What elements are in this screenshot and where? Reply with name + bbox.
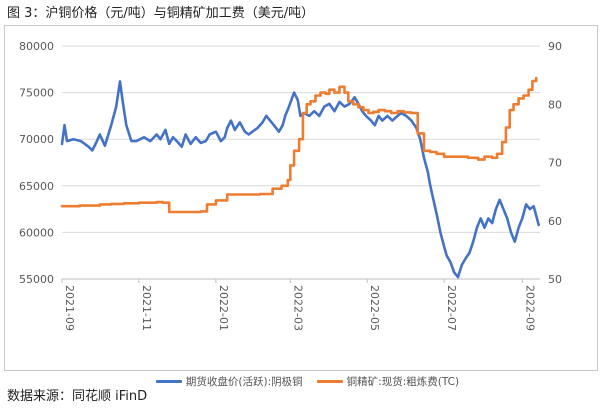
chart-frame: 80000 75000 70000 65000 60000 55000 90 80 70 60 5…: [4, 25, 598, 388]
left-tick-label: 80000: [19, 40, 54, 53]
right-tick-label: 60: [548, 215, 562, 228]
right-tick-label: 80: [548, 98, 562, 111]
x-tick-label: 2021-09: [63, 285, 76, 331]
left-tick-label: 75000: [19, 87, 54, 100]
legend-item-tc: 铜精矿:现货:粗炼费(TC): [316, 374, 460, 389]
figure-title: 图 3：沪铜价格（元/吨）与铜精矿加工费（美元/吨）: [7, 6, 315, 21]
legend-label-tc: 铜精矿:现货:粗炼费(TC): [346, 376, 460, 388]
x-tick-label: 2021-11: [140, 285, 153, 331]
left-tick-label: 60000: [19, 226, 54, 239]
legend-swatch-tc: [316, 380, 343, 383]
source-note: 数据来源：同花顺 iFinD: [7, 389, 148, 404]
line-chart: 80000 75000 70000 65000 60000 55000 90 80 70 60 5…: [19, 40, 562, 331]
series-line-copper-price: [60, 80, 540, 279]
right-axis-tick-labels: 90 80 70 60 50: [548, 40, 562, 286]
x-tick-label: 2022-09: [523, 285, 536, 331]
right-tick-label: 90: [548, 40, 562, 53]
left-tick-label: 70000: [19, 133, 54, 146]
right-tick-label: 50: [548, 273, 562, 286]
left-tick-label: 55000: [19, 273, 54, 286]
x-tick-label: 2022-03: [291, 285, 304, 331]
x-axis-tick-labels: 2021-09 2021-11 2022-01 2022-03 2022-05 2022-…: [61, 279, 536, 331]
right-tick-label: 70: [548, 157, 562, 170]
left-axis-tick-labels: 80000 75000 70000 65000 60000 55000: [19, 40, 54, 286]
legend-label-copper-price: 期货收盘价(活跃):阴极铜: [185, 376, 303, 388]
legend-swatch-copper-price: [155, 380, 182, 383]
left-tick-label: 65000: [19, 180, 54, 193]
series-line-tc: [60, 76, 538, 214]
series-layer: [60, 76, 540, 279]
legend: 期货收盘价(活跃):阴极铜 铜精矿:现货:粗炼费(TC): [5, 374, 605, 389]
x-tick-label: 2022-07: [445, 285, 458, 331]
legend-item-copper-price: 期货收盘价(活跃):阴极铜: [155, 374, 303, 389]
x-tick-label: 2022-01: [217, 285, 230, 331]
gridlines: [62, 45, 540, 280]
x-tick-label: 2022-05: [368, 285, 381, 331]
